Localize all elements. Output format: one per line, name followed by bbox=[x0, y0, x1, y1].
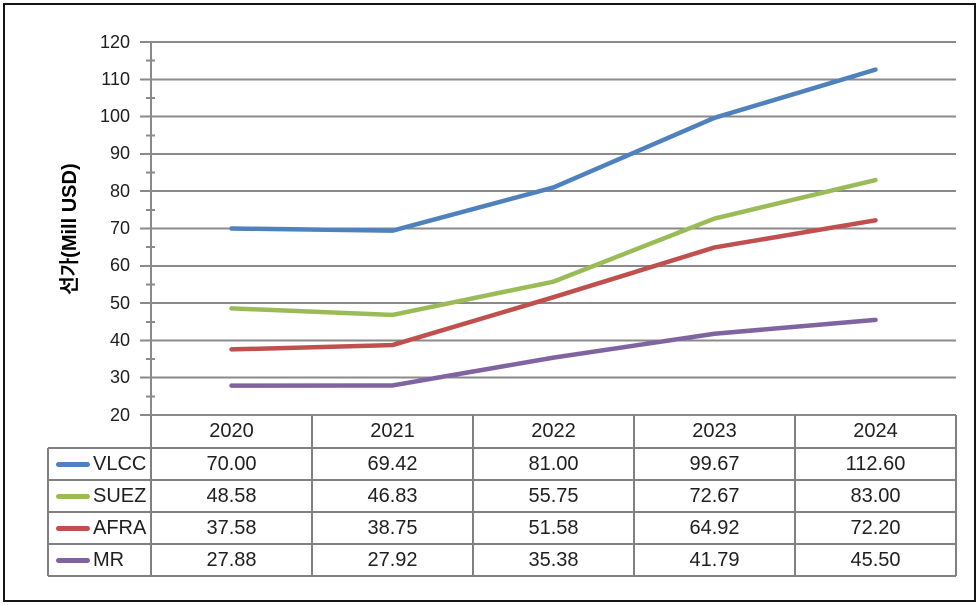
y-tick-label: 30 bbox=[109, 367, 130, 388]
table-header-year: 2024 bbox=[853, 420, 898, 442]
table-value-cell: 83.00 bbox=[850, 484, 901, 507]
y-tick-label: 70 bbox=[109, 218, 130, 238]
legend-cell-suez: SUEZ bbox=[48, 480, 151, 512]
table-value-cell: 45.50 bbox=[850, 548, 901, 571]
table-value-cell: 41.79 bbox=[689, 548, 740, 571]
series-line-mr bbox=[229, 317, 878, 388]
table-value-cell: 51.58 bbox=[528, 516, 579, 539]
legend-label: SUEZ bbox=[93, 484, 147, 507]
table-value-cell: 38.75 bbox=[367, 516, 418, 539]
table-value-cell: 27.92 bbox=[367, 548, 418, 571]
table-value-cell: 64.92 bbox=[689, 516, 740, 539]
legend-swatch-mr bbox=[56, 557, 90, 563]
series-line-afra bbox=[229, 218, 878, 352]
y-tick-label: 80 bbox=[109, 180, 130, 201]
y-tick-label: 120 bbox=[99, 31, 130, 52]
legend-label: VLCC bbox=[93, 452, 147, 475]
table-value-cell: 99.67 bbox=[689, 452, 740, 475]
legend-label: AFRA bbox=[93, 516, 147, 539]
series-line-vlcc bbox=[229, 67, 878, 233]
table-header-year: 2021 bbox=[370, 420, 415, 442]
table-value-cell: 69.42 bbox=[367, 452, 418, 475]
y-tick-label: 60 bbox=[109, 255, 130, 276]
y-tick-label: 100 bbox=[99, 106, 130, 127]
table-value-cell: 70.00 bbox=[206, 452, 257, 475]
series-line-suez bbox=[229, 177, 878, 318]
y-axis-title: 선가(Mill USD) bbox=[59, 162, 81, 295]
y-tick-label: 40 bbox=[109, 329, 130, 350]
y-tick-label: 90 bbox=[109, 143, 130, 164]
table-header-year: 2020 bbox=[209, 420, 254, 442]
table-value-cell: 46.83 bbox=[367, 484, 418, 507]
legend-swatch-vlcc bbox=[56, 461, 90, 467]
y-tick-label: 20 bbox=[109, 404, 130, 425]
legend-cell-vlcc: VLCC bbox=[48, 448, 151, 480]
legend-cell-mr: MR bbox=[48, 544, 151, 576]
y-tick-label: 110 bbox=[101, 68, 130, 89]
legend-cell-afra: AFRA bbox=[48, 512, 151, 544]
table-value-cell: 81.00 bbox=[528, 452, 579, 475]
table-value-cell: 37.58 bbox=[206, 516, 257, 539]
table-header-year: 2023 bbox=[692, 420, 737, 442]
table-value-cell: 72.67 bbox=[689, 484, 740, 507]
y-tick-label: 50 bbox=[109, 292, 130, 313]
table-header-year: 2022 bbox=[531, 420, 576, 442]
table-value-cell: 35.38 bbox=[528, 548, 579, 571]
table-value-cell: 72.20 bbox=[850, 516, 901, 539]
table-value-cell: 55.75 bbox=[528, 484, 579, 507]
legend-label: MR bbox=[93, 548, 125, 571]
table-value-cell: 112.60 bbox=[845, 452, 906, 475]
table-value-cell: 27.88 bbox=[206, 548, 257, 571]
table-value-cell: 48.58 bbox=[206, 484, 257, 507]
legend-swatch-afra bbox=[56, 525, 90, 531]
legend-swatch-suez bbox=[56, 493, 90, 499]
